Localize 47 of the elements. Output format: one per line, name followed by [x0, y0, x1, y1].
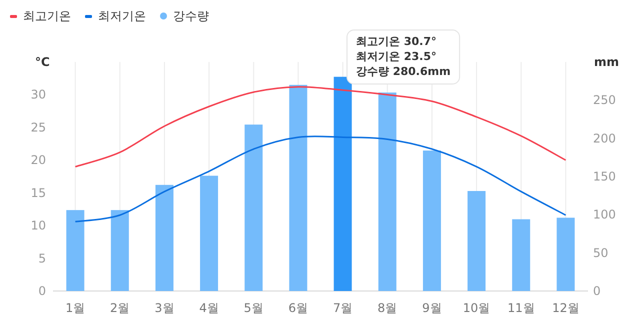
bar: [289, 84, 308, 291]
y2-tick-label: 200: [593, 131, 616, 146]
y2-tick-label: 100: [593, 208, 616, 222]
bar: [155, 184, 174, 291]
y2-axis-title: mm: [594, 55, 620, 69]
x-tick-label: 2월: [110, 301, 130, 315]
x-tick-label: 11월: [507, 301, 535, 315]
bar: [556, 218, 575, 291]
annotation: 강수량 280.6mm: [356, 65, 451, 78]
x-tick-label: 4월: [199, 301, 219, 315]
y-tick-label: 25: [30, 120, 46, 134]
x-tick-label: 10월: [462, 301, 490, 315]
y-tick-label: 15: [30, 186, 46, 200]
bar: [378, 92, 396, 291]
x-tick-label: 12월: [552, 301, 580, 315]
y-tick-label: 5: [38, 251, 46, 266]
line-series: [74, 86, 566, 168]
y2-tick-label: 150: [593, 170, 616, 184]
x-tick-label: 1월: [65, 301, 86, 315]
x-tick-label: 8월: [378, 301, 398, 315]
legend-label: 최고기온: [23, 9, 71, 23]
y-tick-label: 0: [38, 284, 46, 298]
x-tick-label: 6월: [288, 301, 308, 315]
bar: [334, 76, 352, 291]
y2-tick-label: 250: [593, 93, 616, 108]
y-tick-label: 20: [30, 153, 46, 168]
legend-label: 최저기온: [98, 9, 146, 23]
annotation: 최저기온 23.5°: [356, 50, 436, 63]
y-axis-title: °C: [35, 55, 50, 69]
bar: [468, 191, 486, 291]
bar: [512, 219, 530, 291]
bar: [200, 176, 218, 291]
bar: [66, 210, 84, 291]
y-tick-label: 30: [30, 88, 46, 102]
y2-tick-label: 50: [593, 246, 608, 260]
bar: [110, 210, 129, 291]
bar: [422, 150, 441, 291]
x-tick-label: 7월: [332, 301, 353, 315]
legend-label: 강수량: [173, 9, 209, 23]
y-tick-label: 10: [30, 218, 46, 233]
bar: [244, 124, 263, 291]
text: 최고기온 30.7°: [356, 35, 436, 48]
x-tick-label: 9월: [422, 301, 442, 315]
x-tick-label: 5월: [244, 301, 264, 315]
y2-tick-label: 0: [593, 284, 601, 298]
line-series: [74, 136, 566, 222]
x-tick-label: 3월: [154, 301, 174, 315]
